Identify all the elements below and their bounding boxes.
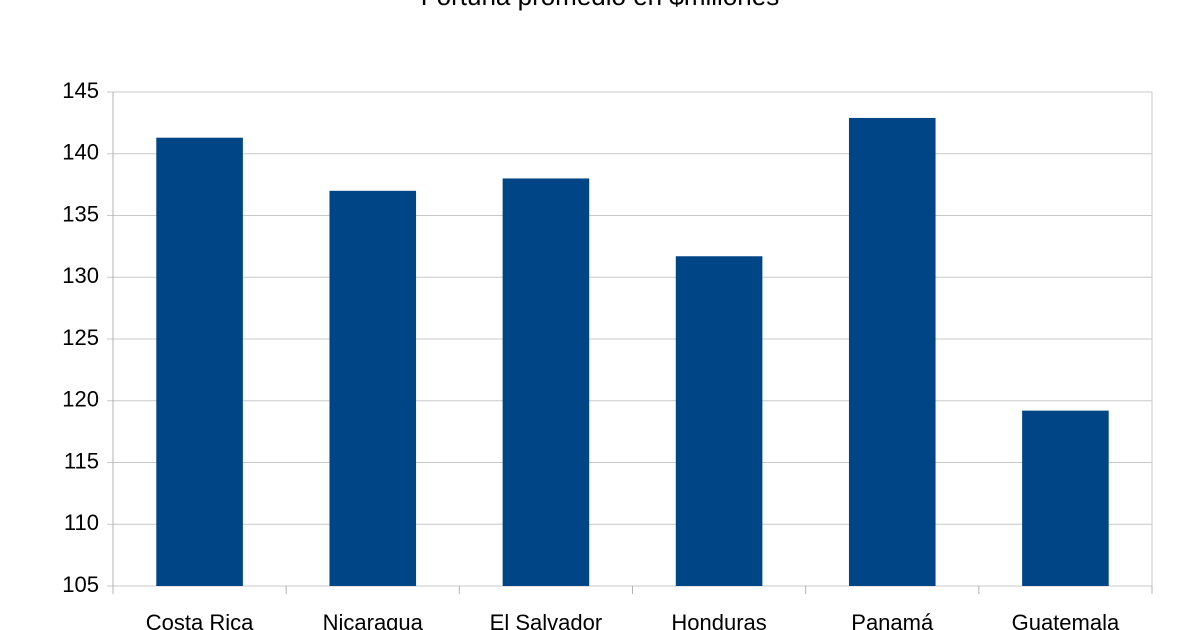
bar <box>329 190 417 587</box>
x-tick-label: Costa Rica <box>146 610 254 630</box>
y-tick-label: 145 <box>62 78 99 103</box>
y-tick-label: 115 <box>64 448 99 473</box>
x-tick-label: Panamá <box>851 610 934 630</box>
bar <box>848 117 936 586</box>
bar <box>675 256 763 586</box>
y-tick-label: 120 <box>62 387 99 412</box>
bar <box>1022 410 1109 586</box>
y-tick-label: 125 <box>62 325 99 350</box>
y-tick-label: 130 <box>62 263 99 288</box>
y-tick-label: 105 <box>62 572 99 597</box>
bar <box>502 178 590 586</box>
y-tick-label: 140 <box>62 140 99 165</box>
y-tick-label: 135 <box>62 201 99 226</box>
chart-title: Fortuna promedio en $millones <box>421 0 779 11</box>
y-tick-label: 110 <box>64 510 99 535</box>
bar <box>156 137 243 586</box>
x-tick-label: Guatemala <box>1012 610 1120 630</box>
x-tick-label: Nicaragua <box>323 610 424 630</box>
x-tick-label: El Salvador <box>490 610 603 630</box>
x-tick-label: Honduras <box>671 610 766 630</box>
